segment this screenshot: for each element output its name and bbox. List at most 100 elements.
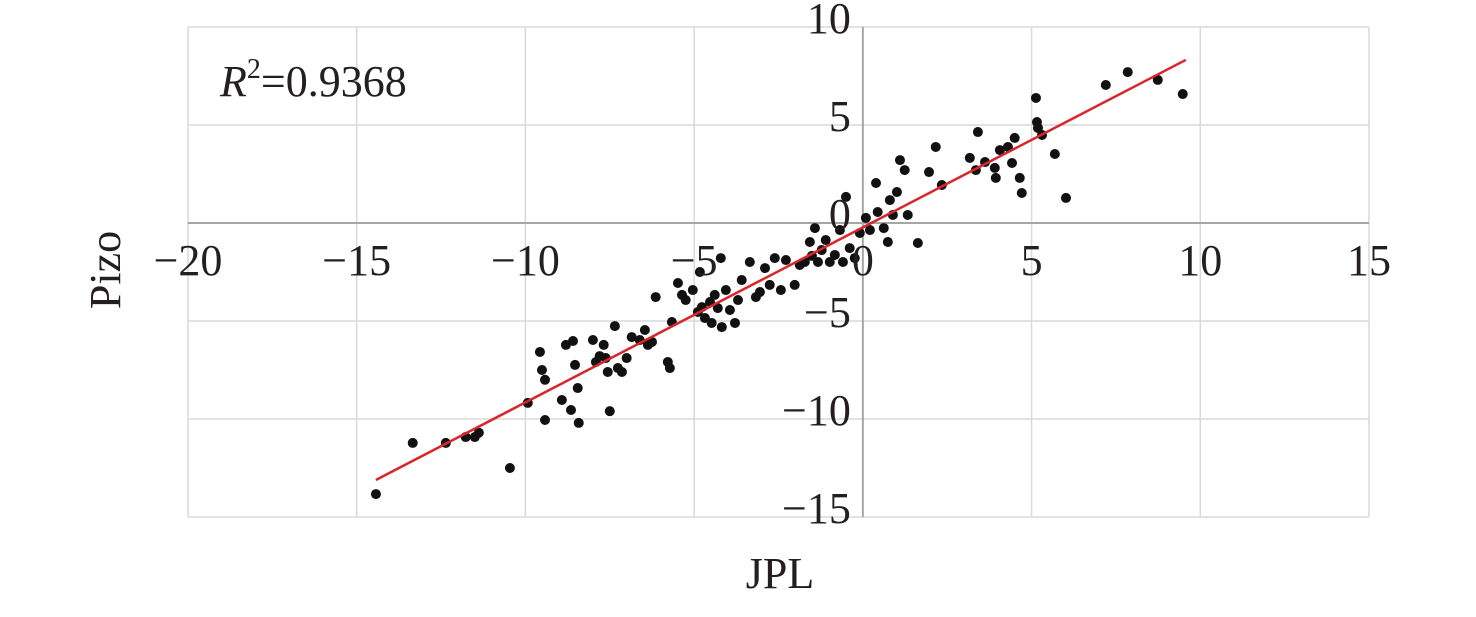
point [556, 394, 567, 405]
point [849, 253, 860, 264]
point [864, 225, 875, 236]
point [504, 463, 515, 473]
point [650, 292, 661, 303]
point [780, 255, 791, 266]
point [716, 322, 727, 333]
point [573, 417, 584, 428]
point [872, 207, 883, 218]
point [664, 363, 675, 374]
point [539, 414, 550, 425]
point [565, 404, 576, 415]
y-axis-title: Pizo [81, 231, 130, 309]
point [824, 257, 835, 268]
x-tick-label: −15 [322, 236, 391, 285]
x-tick-label: 0 [852, 236, 874, 285]
x-tick-label: 5 [1021, 236, 1043, 285]
point [534, 346, 545, 357]
point [1014, 172, 1025, 183]
trend-line [375, 58, 1187, 482]
point [902, 209, 913, 220]
point [789, 279, 800, 290]
point [616, 366, 627, 377]
point [891, 187, 902, 198]
point [837, 257, 848, 268]
point [884, 195, 895, 206]
point [672, 277, 683, 288]
point [709, 289, 720, 300]
point [754, 286, 765, 297]
point [568, 335, 579, 346]
annotation-text: =0.9368 [261, 57, 407, 106]
point [809, 223, 820, 234]
point [473, 427, 484, 438]
point [804, 237, 815, 248]
point [370, 489, 381, 500]
point [715, 253, 726, 264]
point [829, 249, 840, 260]
point [840, 191, 851, 202]
point [912, 237, 923, 248]
point [1009, 132, 1020, 143]
point [736, 275, 747, 286]
point [1060, 192, 1071, 203]
point [812, 257, 823, 268]
annotation-superscript: 2 [247, 54, 261, 85]
point [712, 303, 723, 314]
point [964, 152, 975, 163]
point [894, 155, 905, 166]
point [760, 263, 771, 274]
point [729, 317, 740, 328]
annotation: R2=0.9368 [219, 54, 407, 106]
y-tick-label: 5 [829, 92, 851, 141]
point [587, 335, 598, 346]
point [1002, 141, 1013, 152]
point [844, 243, 855, 254]
point [972, 127, 983, 138]
point [769, 253, 780, 264]
point [820, 235, 831, 246]
point [687, 285, 698, 296]
point [1016, 188, 1027, 199]
point [989, 162, 1000, 173]
point [720, 285, 731, 296]
y-tick-label: −5 [804, 288, 851, 337]
point [990, 172, 1001, 183]
point [626, 332, 637, 343]
y-tick-label: 0 [829, 190, 851, 239]
point [621, 353, 632, 364]
point [860, 212, 871, 223]
point [572, 383, 583, 394]
point [1049, 149, 1060, 160]
point [724, 305, 735, 316]
point [733, 295, 744, 306]
point [609, 321, 620, 332]
x-tick-label: 10 [1178, 236, 1222, 285]
point [1177, 89, 1188, 100]
point [536, 365, 547, 375]
x-tick-label: −5 [671, 236, 718, 285]
point [775, 285, 786, 296]
point [923, 167, 934, 178]
point [744, 257, 755, 268]
y-tick-label: −10 [782, 386, 851, 435]
point [407, 437, 418, 448]
point [706, 317, 717, 328]
y-tick-label: −15 [782, 484, 851, 533]
annotation-symbol: R [219, 57, 247, 106]
marks [370, 58, 1188, 500]
y-tick-label: 10 [807, 0, 851, 43]
point [764, 279, 775, 290]
point [570, 359, 581, 370]
point [1100, 80, 1111, 91]
point [1030, 92, 1041, 103]
point [639, 325, 650, 336]
point [602, 366, 613, 377]
point [1152, 74, 1163, 85]
point [1007, 158, 1018, 169]
x-tick-label: 15 [1347, 236, 1391, 285]
x-tick-label: −10 [491, 236, 560, 285]
point [899, 165, 910, 176]
point [598, 339, 609, 350]
